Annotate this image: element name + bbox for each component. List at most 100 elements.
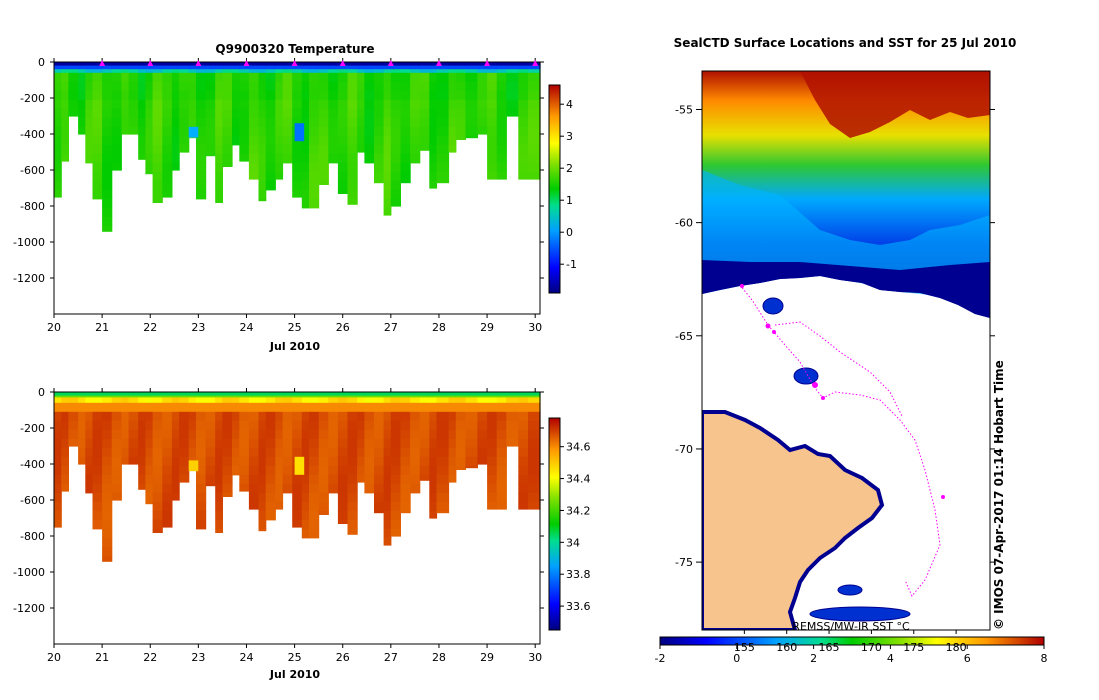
salinity-cell [215,411,223,422]
temperature-cell [328,63,339,67]
temperature-cell [465,69,478,72]
temperature-cell [232,90,240,101]
salinity-cell [92,411,103,422]
temperature-cell [309,198,320,209]
temperature-cell [448,81,457,92]
salinity-cell [215,465,223,476]
salinity-cell [138,474,146,485]
temperature-cell [215,81,223,92]
salinity-cell [248,395,260,398]
temperature-cell [85,81,94,92]
temperature-cell [145,162,154,173]
temperature-colorbar-label: 0 [566,226,573,239]
temperature-cell [455,117,466,128]
temperature-cell [436,72,450,83]
salinity-cell [258,474,267,485]
temperature-cell [528,144,541,155]
temperature-cell [410,126,421,137]
salinity-cell [309,501,320,512]
salinity-cell [239,429,250,440]
temperature-cell [102,72,113,83]
salinity-cell [383,501,392,512]
temperature-cell [328,108,339,119]
temperature-ytick-label: -600 [20,164,45,177]
temperature-cell [78,126,86,135]
temperature-cell [222,62,233,65]
temperature-cell [347,135,358,146]
salinity-cell [61,397,69,400]
salinity-cell [54,483,62,494]
salinity-cell [528,483,541,494]
salinity-cell [400,393,411,397]
salinity-cell [85,465,94,476]
salinity-cell [455,395,466,398]
salinity-cell [275,465,284,476]
temperature-cell [54,162,62,173]
salinity-cell [309,438,320,449]
temperature-cell [111,81,122,92]
salinity-cell [78,411,86,422]
temperature-cell [301,126,310,137]
salinity-cell [429,438,438,449]
salinity-cell [102,420,113,431]
temperature-cell [383,65,392,68]
salinity-cell [400,483,411,494]
temperature-cell [429,117,438,128]
salinity-cell [400,397,411,400]
salinity-cell [528,501,541,510]
temperature-cell [111,65,122,68]
temperature-cell [390,67,401,70]
salinity-cell [162,456,173,467]
temperature-xtick-label: 29 [480,321,494,334]
temperature-cell [487,153,498,164]
temperature-cell [436,90,450,101]
salinity-cell [528,411,541,422]
salinity-cell [301,528,310,539]
temperature-cell [477,72,488,83]
salinity-cell [455,393,466,397]
salinity-cell [410,447,421,458]
salinity-cell [318,474,329,485]
salinity-cell [448,420,457,431]
salinity-cell [85,483,94,494]
salinity-cell [410,411,421,422]
temperature-cell [152,69,163,72]
salinity-cell [419,402,430,413]
temperature-cell [309,189,320,200]
temperature-cell [121,71,130,74]
salinity-cell [400,411,411,422]
salinity-cell [301,420,310,431]
temperature-cell [309,117,320,128]
salinity-cell [179,397,190,400]
salinity-cell [374,411,385,422]
temperature-cell [145,117,154,128]
temperature-cell [410,63,421,67]
salinity-cell [318,465,329,476]
temperature-anomaly-cell [188,126,199,138]
salinity-ytick-label: 0 [38,386,45,399]
temperature-cell [419,69,430,72]
salinity-cell [328,393,339,397]
temperature-cell [68,62,79,65]
temperature-cell [410,144,421,155]
salinity-cell [436,447,450,458]
temperature-cell [292,67,303,70]
temperature-cell [390,117,401,128]
salinity-cell [239,411,250,422]
temperature-cell [410,69,421,72]
temperature-cell [465,99,478,110]
temperature-cell [328,65,339,68]
salinity-cell [128,456,139,465]
salinity-cell [54,465,62,476]
salinity-cell [301,392,310,395]
salinity-cell [455,399,466,402]
salinity-cell [102,401,113,404]
temperature-cell [429,81,438,92]
temperature-cell [429,69,438,72]
temperature-cell [301,135,310,146]
salinity-cell [92,510,103,521]
temperature-cell [436,153,450,164]
salinity-cell [410,465,421,476]
salinity-cell [92,392,103,395]
temperature-cell [111,62,122,65]
